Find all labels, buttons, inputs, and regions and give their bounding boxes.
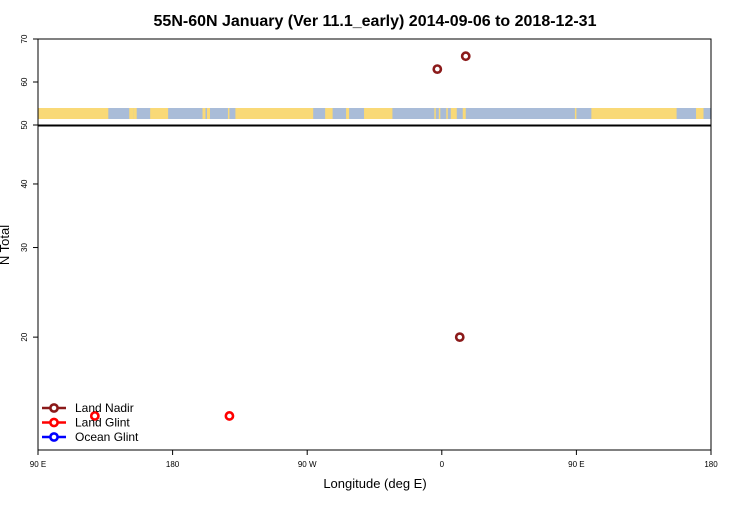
upper-y-tick-label: 60 [20, 77, 29, 86]
lower-panel-frame [38, 126, 711, 450]
map-strip-land [446, 108, 447, 119]
x-tick-label: 0 [440, 460, 445, 469]
x-axis-label: Longitude (deg E) [323, 476, 426, 491]
legend-entry: Land Glint [75, 416, 130, 430]
map-strip-land [203, 108, 206, 119]
x-tick-label: 180 [166, 460, 180, 469]
map-strip-land [346, 108, 349, 119]
lower-y-tick-label: 20 [20, 332, 29, 341]
data-points [91, 53, 469, 420]
chart-title: 55N-60N January (Ver 11.1_early) 2014-09… [154, 13, 597, 30]
legend-marker [50, 419, 57, 426]
x-axis: 90 E 180 90 W 0 90 E 180 [30, 450, 718, 469]
upper-panel: 50 60 70 [20, 34, 711, 129]
map-strip-land [134, 108, 137, 119]
x-tick-label: 90 E [568, 460, 584, 469]
map-strip-land [38, 108, 108, 119]
legend-entry: Land Nadir [75, 401, 134, 415]
map-strip-land [575, 108, 576, 119]
data-point [226, 412, 233, 419]
map-strip-land [364, 108, 392, 119]
data-point [456, 334, 463, 341]
x-tick-label: 90 W [298, 460, 317, 469]
map-strip-land [325, 108, 332, 119]
map-strip-land [463, 108, 466, 119]
map-strip-land [591, 108, 676, 119]
lower-y-tick-label: 30 [20, 243, 29, 252]
map-strip-land [696, 108, 703, 119]
x-tick-label: 180 [704, 460, 718, 469]
map-strip-land [439, 108, 440, 119]
y-axis-label: N Total [0, 225, 12, 265]
map-strip-land [129, 108, 133, 119]
legend-marker [50, 433, 57, 440]
map-strip-land [228, 108, 229, 119]
map-strip-land [434, 108, 435, 119]
map-strip-land [451, 108, 457, 119]
upper-y-tick-label: 50 [20, 120, 29, 129]
upper-y-tick-label: 70 [20, 34, 29, 43]
lower-y-tick-label: 40 [20, 179, 29, 188]
x-tick-label: 90 E [30, 460, 46, 469]
legend-marker [50, 404, 57, 411]
data-point [434, 66, 441, 73]
legend-entry: Ocean Glint [75, 430, 139, 444]
data-point [462, 53, 469, 60]
map-strip-land [235, 108, 313, 119]
map-strip-land [207, 108, 210, 119]
map-strip-land [150, 108, 168, 119]
